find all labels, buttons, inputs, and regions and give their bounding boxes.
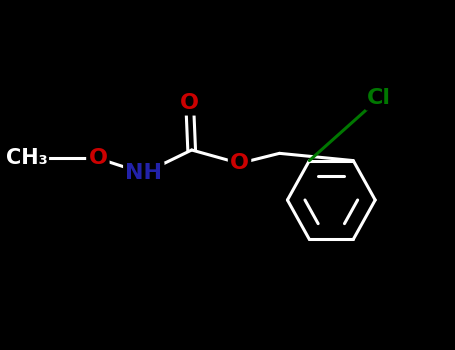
Text: Cl: Cl: [367, 88, 391, 108]
Text: O: O: [180, 93, 199, 113]
Text: NH: NH: [125, 163, 162, 183]
Text: CH₃: CH₃: [6, 148, 48, 168]
Text: O: O: [230, 153, 249, 173]
Text: O: O: [88, 148, 107, 168]
